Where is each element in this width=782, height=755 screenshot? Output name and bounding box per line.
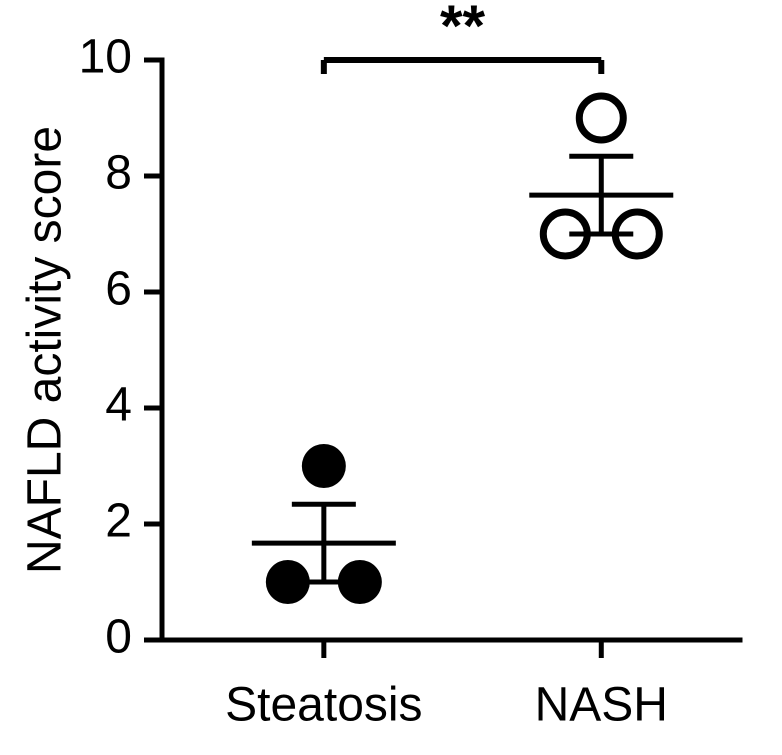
chart-svg: 0 2 4 6 8 10NAFLD activity score Steatosis NASH… [0,0,782,755]
y-tick-label: 8 [105,147,132,200]
data-point [266,560,310,604]
y-axis-label: NAFLD activity score [19,126,72,574]
x-category-label: Steatosis [225,679,422,732]
y-tick-label: 4 [105,379,132,432]
y-tick-label: 6 [105,263,132,316]
data-point [338,560,382,604]
nafld-chart: 0 2 4 6 8 10NAFLD activity score Steatosis NASH… [0,0,782,755]
data-point [302,444,346,488]
y-tick-label: 0 [105,611,132,664]
x-category-label: NASH [535,679,668,732]
significance-label: ** [440,0,486,59]
y-tick-label: 2 [105,495,132,548]
y-tick-label: 10 [79,31,132,84]
